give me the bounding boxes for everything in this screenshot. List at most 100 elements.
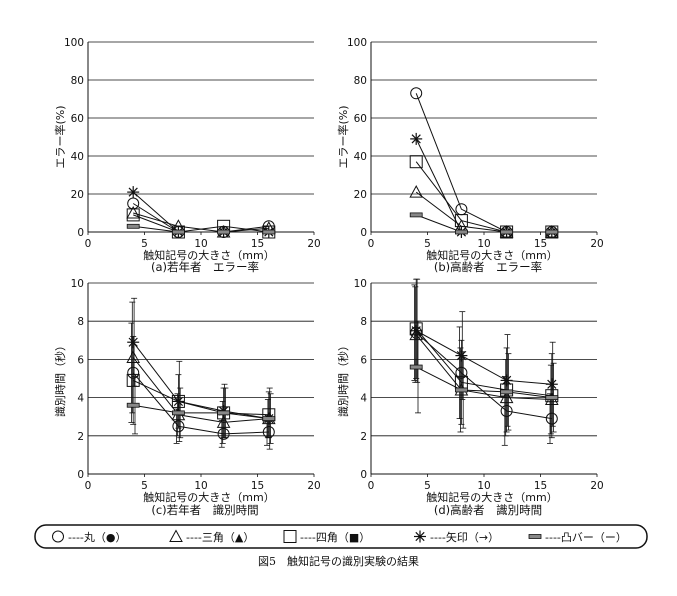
legend-label: ----丸（●） <box>68 531 126 544</box>
data-point-asterisk <box>127 186 140 199</box>
y-tick-label: 6 <box>77 354 84 366</box>
data-point-square <box>126 208 140 222</box>
y-tick-label: 2 <box>360 431 367 443</box>
series-line <box>133 214 269 233</box>
figure-caption: 図5 触知記号の識別実験の結果 <box>258 555 419 568</box>
x-tick-label: 5 <box>424 480 431 492</box>
legend-label: ----四角（■） <box>300 531 370 544</box>
legend-marker-square <box>283 530 297 543</box>
series-line <box>415 328 552 397</box>
legend-item-triangle: ----三角（▲） <box>169 529 254 544</box>
x-tick-label: 10 <box>194 480 207 492</box>
series-line <box>132 372 269 435</box>
x-tick-label: 20 <box>307 238 320 250</box>
series-circle <box>410 87 558 238</box>
x-tick-label: 10 <box>477 238 490 250</box>
series-circle <box>127 322 275 448</box>
x-tick-label: 20 <box>307 480 320 492</box>
series-bar <box>126 376 276 444</box>
x-tick-label: 5 <box>141 238 148 250</box>
series-bar <box>409 320 559 433</box>
y-tick-label: 20 <box>354 189 367 201</box>
y-tick-label: 0 <box>77 227 84 239</box>
panel-subtitle: (b)高齢者 エラー率 <box>434 260 542 274</box>
data-point-asterisk <box>410 132 423 145</box>
y-tick-label: 20 <box>71 189 84 201</box>
x-tick-label: 0 <box>368 480 375 492</box>
panel-subtitle: (c)若年者 識別時間 <box>151 503 258 517</box>
series-line <box>415 138 552 233</box>
data-point-asterisk <box>127 336 140 349</box>
legend-item-bar: ----凸バー（ー） <box>528 531 627 544</box>
x-tick-label: 0 <box>85 238 92 250</box>
data-point-bar <box>500 389 514 395</box>
y-tick-label: 8 <box>360 316 367 328</box>
data-point-asterisk <box>500 374 513 387</box>
legend-marker-asterisk <box>414 530 426 543</box>
x-axis-label: 触知記号の大きさ（mm） <box>426 248 557 262</box>
panel-subtitle: (a)若年者 エラー率 <box>151 260 259 274</box>
y-tick-label: 4 <box>77 393 84 405</box>
y-tick-label: 10 <box>354 278 367 290</box>
series-line <box>132 191 269 233</box>
data-point-bar <box>545 395 559 401</box>
series-line <box>415 366 552 399</box>
x-tick-label: 20 <box>590 480 603 492</box>
x-axis-label: 触知記号の大きさ（mm） <box>143 490 274 504</box>
y-tick-label: 8 <box>77 316 84 328</box>
legend-marker-triangle <box>169 529 183 542</box>
series-line <box>415 334 552 401</box>
data-point-bar <box>454 387 468 393</box>
y-tick-label: 40 <box>71 151 84 163</box>
x-tick-label: 0 <box>368 238 375 250</box>
legend-frame <box>34 524 648 549</box>
legend-label: ----矢印（→） <box>430 530 499 544</box>
x-tick-label: 15 <box>251 238 264 250</box>
data-point-bar <box>454 229 468 235</box>
chart-panel-3: 0 2 4 6 8 10 0 5 10 15 20 触知記号の大きさ（mm） 識別時間（秒） (d)高齢者… <box>336 278 604 517</box>
series-square <box>409 278 559 439</box>
legend-item-circle: ----丸（●） <box>52 530 126 544</box>
x-axis-label: 触知記号の大きさ（mm） <box>143 248 274 262</box>
chart-panel-0: 0 20 40 60 80 100 0 5 10 15 20 触知記号の大きさ（mm） エラー率(%) (… <box>53 37 321 274</box>
data-point-bar <box>217 229 231 235</box>
chart-panel-2: 0 2 4 6 8 10 0 5 10 15 20 触知記号の大きさ（mm） 識別時間（秒） (c)若年者… <box>53 278 321 517</box>
data-point-bar <box>126 223 140 229</box>
series-line <box>132 203 269 233</box>
y-tick-label: 4 <box>360 393 367 405</box>
y-tick-label: 100 <box>64 37 84 49</box>
series-asterisk <box>410 132 558 238</box>
y-tick-label: 2 <box>77 431 84 443</box>
y-tick-label: 80 <box>71 75 84 87</box>
y-axis-label: エラー率(%) <box>336 105 350 168</box>
series-bar <box>409 212 559 235</box>
series-square <box>126 336 276 439</box>
series-line <box>416 214 552 233</box>
series-line <box>132 357 269 423</box>
y-tick-label: 40 <box>354 151 367 163</box>
series-triangle <box>409 286 559 437</box>
x-tick-label: 15 <box>534 238 547 250</box>
series-line <box>133 404 269 420</box>
data-point-triangle <box>126 205 141 219</box>
data-point-bar <box>126 402 140 408</box>
x-axis-label: 触知記号の大きさ（mm） <box>426 490 557 504</box>
x-tick-label: 15 <box>251 480 264 492</box>
x-tick-label: 0 <box>85 480 92 492</box>
series-line <box>132 379 269 416</box>
data-point-asterisk <box>172 395 185 408</box>
y-tick-label: 10 <box>71 278 84 290</box>
legend-marker-circle <box>52 530 64 543</box>
data-point-bar <box>409 364 423 370</box>
series-asterisk <box>410 278 558 427</box>
data-point-bar <box>217 410 231 416</box>
legend-item-square: ----四角（■） <box>283 530 370 544</box>
legend-item-asterisk: ----矢印（→） <box>414 530 499 544</box>
series-line <box>415 332 552 420</box>
y-tick-label: 0 <box>77 469 84 481</box>
y-tick-label: 80 <box>354 75 367 87</box>
data-point-triangle <box>409 185 424 198</box>
x-tick-label: 15 <box>534 480 547 492</box>
data-point-square <box>409 155 423 169</box>
